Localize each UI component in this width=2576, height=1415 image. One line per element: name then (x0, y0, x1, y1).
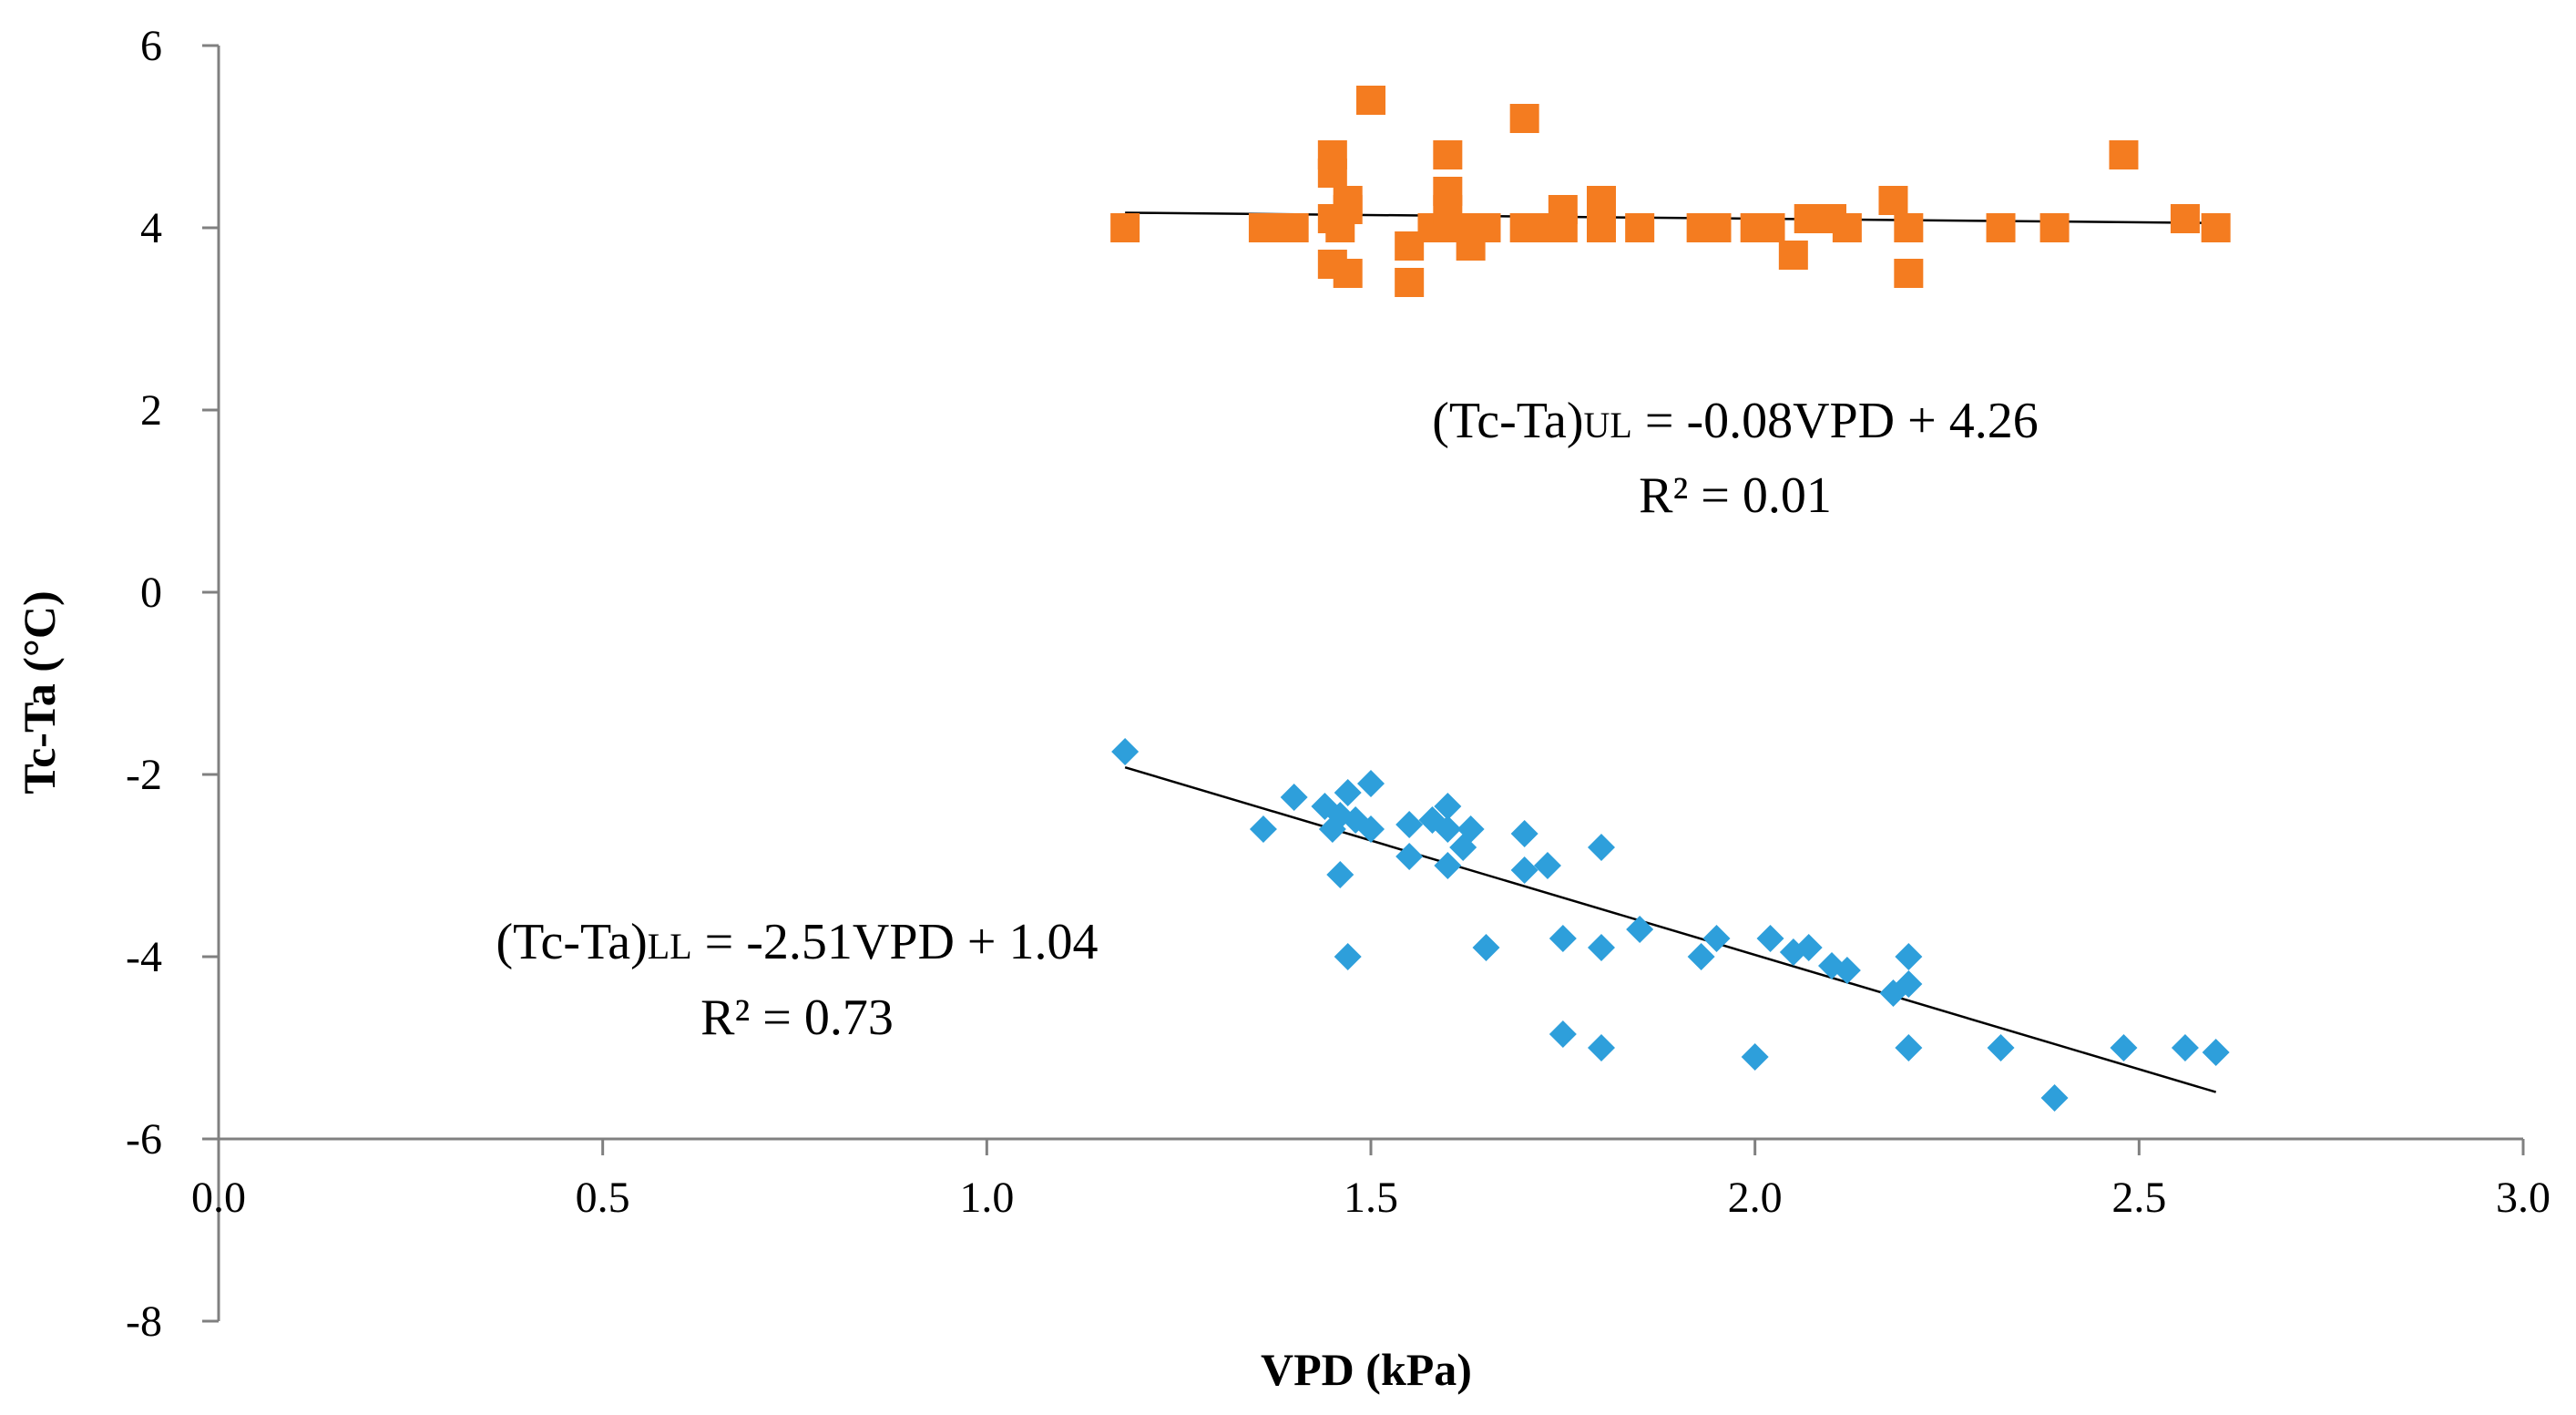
ul-point (1333, 259, 1363, 288)
ul-point (1509, 104, 1539, 133)
ll-point (1357, 815, 1385, 843)
equation-ll: (Tc-Ta)LL = -2.51VPD + 1.04 (496, 914, 1099, 970)
ll-point (1549, 925, 1577, 952)
x-tick-label: 0.5 (576, 1174, 630, 1222)
ll-point (1702, 925, 1731, 952)
ll-point (2202, 1039, 2230, 1066)
x-tick-label: 1.5 (1344, 1174, 1398, 1222)
ll-point (1687, 943, 1715, 970)
ul-point (1333, 195, 1363, 224)
ll-point (1472, 934, 1500, 961)
ul-point (1110, 213, 1140, 242)
ll-point (1756, 925, 1784, 952)
ll-point (1357, 770, 1385, 797)
y-tick-label: -8 (126, 1297, 162, 1346)
ll-point (1833, 957, 1861, 984)
ul-point (1894, 213, 1924, 242)
ul-point (1986, 213, 2016, 242)
y-tick-label: -4 (126, 933, 162, 981)
ul-point (1548, 213, 1578, 242)
y-tick-label: 6 (140, 22, 162, 70)
ll-point (1434, 815, 1462, 843)
ll-point (2040, 1084, 2069, 1112)
ll-point (1626, 916, 1654, 943)
ul-point (1395, 268, 1425, 297)
ul-point (1755, 213, 1785, 242)
ul-point (1317, 159, 1347, 188)
ul-point (2170, 204, 2200, 233)
trendlines (1124, 211, 2217, 1093)
x-axis-title: VPD (kPa) (1261, 1344, 1472, 1395)
ll-point (1895, 943, 1923, 970)
ll-point (1588, 934, 1615, 961)
x-tick-label: 3.0 (2496, 1174, 2550, 1222)
ul-point (1587, 186, 1616, 215)
axes: 6 4 2 0 -2 -4 -6 -8 0.0 0.5 1.0 1.5 2.0 2.5 3.0 (126, 22, 2550, 1346)
ul-point (1878, 186, 1908, 215)
ll-point (1395, 843, 1424, 870)
ul-point (1625, 213, 1655, 242)
ll-point (1510, 856, 1538, 884)
ll-point (1895, 1034, 1923, 1061)
ul-point (2039, 213, 2070, 242)
ll-point (2171, 1034, 2199, 1061)
ul-point (1778, 241, 1808, 270)
ll-point (1326, 861, 1354, 888)
trendline-ll (1124, 765, 2217, 1093)
ul-point (2201, 213, 2231, 242)
y-tick-label: 4 (140, 204, 162, 252)
y-tick-label: -6 (126, 1115, 162, 1164)
ul-point (1471, 213, 1501, 242)
equation-labels: (Tc-Ta)UL = -0.08VPD + 4.26 R² = 0.01 (T… (496, 393, 2039, 1046)
ul-point (1356, 86, 1385, 115)
y-tick-label: 0 (140, 569, 162, 617)
ul-point (1894, 259, 1924, 288)
ll-point (1533, 852, 1561, 879)
ll-point (1741, 1043, 1769, 1071)
ll-point (1895, 970, 1923, 998)
ll-point (1280, 784, 1308, 811)
data-markers (1110, 86, 2231, 1112)
ll-point (1588, 1034, 1615, 1061)
equation-ul: (Tc-Ta)UL = -0.08VPD + 4.26 (1432, 393, 2038, 449)
x-tick-label: 2.0 (1728, 1174, 1783, 1222)
x-tick-label: 0.0 (191, 1174, 246, 1222)
y-tick-label: 2 (140, 386, 162, 435)
ll-point (1395, 811, 1424, 838)
ul-point (1832, 213, 1862, 242)
ll-point (1434, 852, 1462, 879)
ul-point (2109, 140, 2139, 169)
ll-point (1510, 820, 1538, 847)
r2-ul: R² = 0.01 (1639, 467, 1832, 524)
ll-point (1249, 815, 1277, 843)
ul-point (1279, 213, 1309, 242)
ll-point (1334, 943, 1362, 970)
ll-point (1334, 779, 1362, 806)
ll-point (1549, 1020, 1577, 1048)
ll-point (1434, 793, 1462, 820)
ll-point (1794, 934, 1823, 961)
ll-point (2110, 1034, 2138, 1061)
y-tick-label: -2 (126, 751, 162, 799)
r2-ll: R² = 0.73 (700, 989, 894, 1046)
ll-point (1987, 1034, 2015, 1061)
ll-point (1588, 834, 1615, 861)
ul-point (1702, 213, 1732, 242)
ul-point (1433, 140, 1463, 169)
ll-point (1457, 815, 1485, 843)
ul-point (1587, 213, 1616, 242)
y-axis-title: Tc-Ta (°C) (14, 590, 65, 794)
x-tick-label: 2.5 (2111, 1174, 2166, 1222)
ll-point (1111, 738, 1140, 765)
x-tick-label: 1.0 (959, 1174, 1014, 1222)
